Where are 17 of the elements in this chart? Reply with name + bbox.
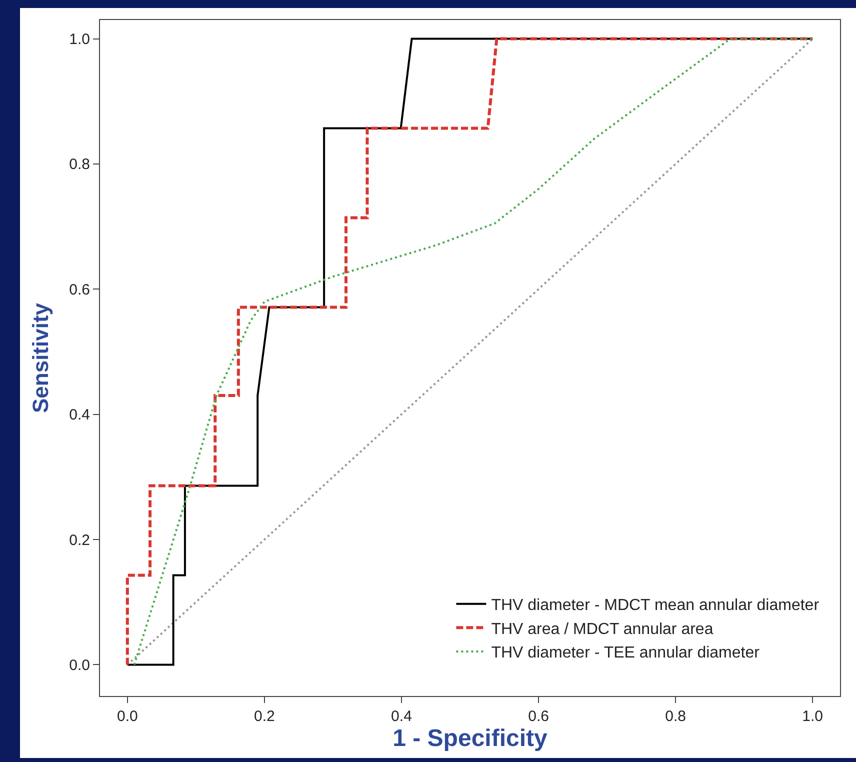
y-tick-label: 0.0	[69, 656, 90, 674]
y-tick-label: 0.2	[69, 532, 90, 549]
y-tick-label: 0.6	[69, 281, 90, 298]
x-tick-label: 0.8	[665, 708, 686, 725]
legend-label: THV diameter - TEE annular diameter	[491, 644, 760, 662]
legend-label: THV area / MDCT annular area	[491, 620, 714, 638]
x-tick-label: 0.6	[528, 708, 549, 725]
legend-label: THV diameter - MDCT mean annular diameter	[491, 597, 820, 614]
x-tick-label: 1.0	[802, 708, 824, 725]
y-tick-label: 0.8	[69, 156, 90, 174]
x-axis-title: 1 - Specificity	[392, 725, 548, 752]
x-tick-label: 0.2	[254, 708, 275, 725]
x-tick-label: 0.0	[116, 708, 138, 725]
y-axis-title: Sensitivity	[28, 302, 53, 414]
y-tick-label: 1.0	[69, 31, 90, 48]
x-tick-label: 0.4	[391, 708, 412, 725]
y-tick-label: 0.4	[69, 406, 90, 424]
